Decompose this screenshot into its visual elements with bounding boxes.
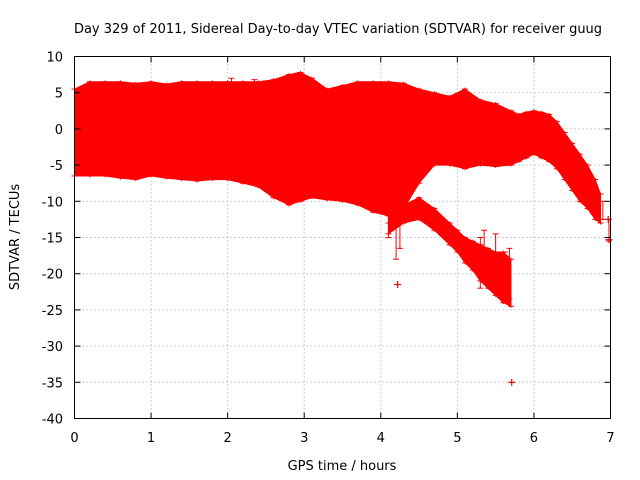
band-area bbox=[387, 197, 512, 307]
y-tick-label: -40 bbox=[42, 413, 63, 428]
series-spikes bbox=[228, 77, 612, 304]
ticks bbox=[74, 56, 611, 419]
y-axis-label: SDTVAR / TECUs bbox=[8, 184, 23, 291]
chart-title: Day 329 of 2011, Sidereal Day-to-day VTE… bbox=[74, 22, 602, 37]
y-tick-label: 10 bbox=[46, 51, 63, 66]
x-tick-label: 4 bbox=[377, 431, 385, 446]
x-tick-label: 2 bbox=[224, 431, 232, 446]
x-tick-label: 7 bbox=[606, 431, 614, 446]
series-band_descending bbox=[385, 196, 514, 308]
y-tick-label: -20 bbox=[42, 268, 63, 283]
x-tick-label: 3 bbox=[300, 431, 308, 446]
y-tick-label: 0 bbox=[55, 123, 63, 138]
y-tick-labels: 10 5 0 -5 -10 -15 -20 -25 -30 -35 -40 bbox=[42, 51, 63, 428]
y-tick-label: -10 bbox=[42, 195, 63, 210]
outlier-point bbox=[508, 378, 516, 386]
band-area bbox=[74, 71, 601, 224]
x-tick-labels: 0 1 2 3 4 5 6 7 bbox=[70, 431, 614, 446]
x-tick-label: 1 bbox=[147, 431, 155, 446]
y-tick-label: -25 bbox=[42, 304, 63, 319]
x-tick-label: 5 bbox=[453, 431, 461, 446]
y-tick-label: -15 bbox=[42, 232, 63, 247]
series-band_main bbox=[71, 70, 604, 225]
y-tick-label: -5 bbox=[50, 159, 63, 174]
x-tick-label: 6 bbox=[530, 431, 538, 446]
x-tick-label: 0 bbox=[70, 431, 78, 446]
y-tick-label: 5 bbox=[55, 87, 63, 102]
data-layer bbox=[71, 70, 613, 386]
outlier-point bbox=[394, 281, 402, 289]
x-axis-label: GPS time / hours bbox=[288, 459, 397, 474]
y-tick-label: -30 bbox=[42, 340, 63, 355]
y-tick-label: -35 bbox=[42, 376, 63, 391]
